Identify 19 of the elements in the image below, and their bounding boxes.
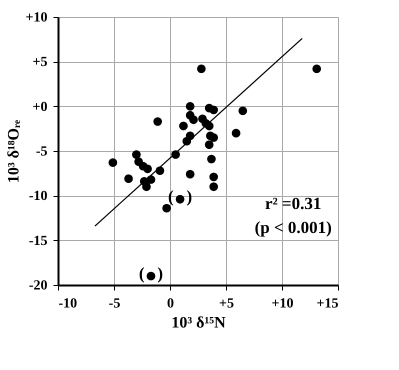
x-tick-label: -5: [108, 296, 120, 312]
annotation: ( ): [168, 187, 192, 206]
x-tick-label: +15: [316, 296, 338, 312]
y-tick-label: +0: [32, 100, 48, 115]
y-tick-label: -15: [28, 234, 48, 249]
annotation: r² =0.31: [265, 194, 322, 213]
y-tick-label: -20: [28, 278, 48, 294]
x-axis-title: 10³ δ¹⁵N: [171, 314, 226, 332]
annotation: (p < 0.001): [254, 218, 332, 237]
y-tick-label: +5: [32, 55, 48, 70]
y-tick-label: +10: [26, 10, 48, 26]
x-tick-label: -10: [58, 296, 78, 312]
annotation: ( ): [138, 264, 163, 284]
x-tick-label: 0: [167, 296, 174, 312]
x-tick-label: +10: [272, 296, 294, 312]
x-tick-label: +5: [219, 296, 234, 312]
y-tick-label: -5: [36, 144, 48, 160]
y-tick-label: -10: [28, 189, 48, 204]
y-axis-title: 10³ δ¹⁸Oᵣₑ: [6, 120, 23, 184]
